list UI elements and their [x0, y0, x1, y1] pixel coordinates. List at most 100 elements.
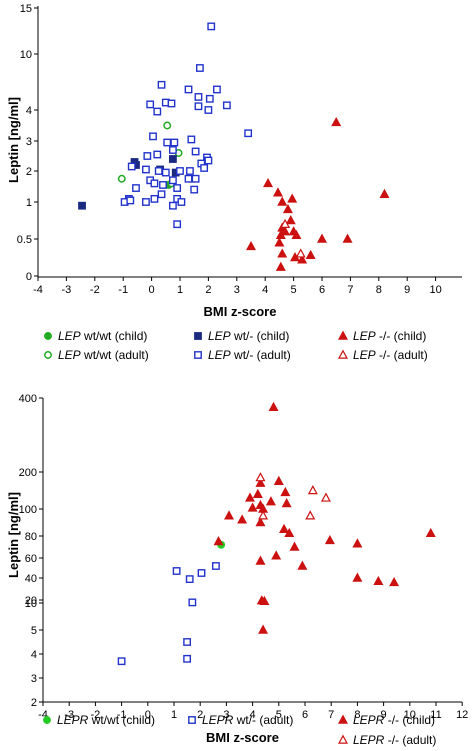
x-tick-label: -2	[91, 709, 101, 721]
legend-label: LEP wt/wt (adult)	[58, 348, 149, 362]
data-point	[197, 569, 206, 577]
x-tick-label: 8	[354, 709, 360, 721]
data-point	[204, 156, 213, 165]
y-tick-label: 2	[31, 697, 37, 709]
data-point	[194, 102, 203, 111]
data-point	[255, 517, 266, 527]
legend-2: LEPR wt/wt (child) LEPR wt/- (adult) LEPR …	[43, 713, 436, 747]
legend-genotype: -/- (adult)	[384, 733, 436, 747]
y-tick-label: 60	[25, 553, 37, 565]
y-axis-label: Leptin [ng/ml]	[6, 492, 21, 578]
data-point	[184, 85, 193, 94]
data-point	[259, 595, 270, 605]
data-point	[213, 85, 221, 94]
y-tick-label: 0.5	[17, 234, 32, 246]
data-point	[185, 575, 194, 584]
legend-label: LEP wt/wt (child)	[58, 329, 147, 343]
x-tick-label: 4	[262, 284, 268, 296]
data-point	[205, 94, 214, 103]
data-point	[285, 215, 296, 225]
x-tick-label: 9	[404, 284, 410, 296]
data-point	[237, 514, 248, 524]
x-tick-label: -2	[90, 284, 100, 296]
legend-genotype: -/- (child)	[376, 329, 427, 343]
data-point	[207, 22, 216, 31]
y-tick-label: 4	[31, 649, 37, 661]
legend-genotype: wt/- (adult)	[233, 713, 293, 727]
series-lepr-2	[117, 562, 220, 666]
data-point	[275, 229, 286, 240]
data-point	[352, 572, 363, 582]
data-point	[176, 167, 184, 175]
legend-marker	[338, 349, 348, 359]
x-tick-label: 7	[328, 709, 334, 721]
data-point	[305, 249, 316, 260]
chart-panel-2: -4 -3 -2 -1 0 1 2 3 4 5 6 7 8 9 10 11 122345102040608010…	[6, 393, 468, 747]
data-point	[186, 167, 194, 175]
x-tick-label: 7	[347, 284, 353, 296]
data-point	[168, 201, 177, 210]
data-point	[194, 93, 203, 101]
data-point	[188, 598, 197, 607]
x-tick-label: 0	[145, 709, 151, 721]
data-point	[255, 472, 266, 482]
data-point	[143, 152, 152, 160]
data-point	[183, 638, 191, 646]
data-point	[287, 193, 298, 203]
y-tick-label: 1	[26, 197, 32, 209]
y-tick-label: 20	[25, 595, 37, 607]
legend-marker	[44, 351, 52, 359]
data-point	[258, 624, 269, 634]
data-point	[379, 188, 390, 198]
x-tick-label: 3	[234, 284, 240, 296]
data-point	[191, 147, 200, 156]
data-point	[280, 486, 291, 497]
data-point	[149, 132, 157, 141]
x-tick-label: 5	[276, 709, 282, 721]
legend-label: LEP wt/- (child)	[208, 329, 289, 343]
data-point	[117, 174, 126, 183]
legend-marker	[338, 330, 348, 340]
series-lepr-4	[255, 472, 331, 520]
data-point	[150, 194, 159, 203]
data-point	[127, 162, 136, 171]
legend-genotype: wt/wt (child)	[81, 329, 148, 343]
data-point	[247, 502, 258, 512]
data-point	[159, 181, 167, 189]
data-point	[163, 138, 172, 147]
data-point	[168, 155, 177, 163]
x-tick-label: -1	[118, 284, 128, 296]
data-point	[117, 657, 126, 666]
legend-gene: LEP	[208, 348, 231, 362]
data-point	[187, 135, 196, 144]
y-tick-label: 10	[20, 49, 32, 61]
legend-genotype: wt/- (adult)	[231, 348, 291, 362]
data-point	[279, 523, 290, 533]
legend-1: LEP wt/wt (child) LEP wt/- (child) LEP -/-…	[44, 329, 428, 362]
x-tick-label: 1	[177, 284, 183, 296]
data-point	[150, 179, 159, 188]
x-tick-label: -4	[38, 709, 48, 721]
x-tick-label: -3	[62, 284, 72, 296]
data-point	[184, 174, 193, 183]
legend-marker	[43, 716, 51, 724]
x-tick-label: 12	[456, 709, 468, 721]
y-tick-label: 5	[31, 625, 37, 637]
data-point	[307, 485, 318, 495]
legend-genotype: -/- (child)	[384, 713, 435, 727]
data-point	[177, 198, 186, 206]
data-point	[213, 536, 224, 546]
data-point	[255, 477, 266, 487]
data-point	[195, 64, 204, 72]
data-point	[142, 198, 150, 206]
data-point	[263, 177, 274, 188]
y-tick-label: 3	[31, 673, 37, 685]
legend-gene: LEPR	[353, 713, 385, 727]
legend-gene: LEPR	[353, 733, 385, 747]
y-tick-label: 0	[26, 271, 32, 283]
legend-marker	[338, 734, 348, 744]
data-point	[324, 534, 335, 545]
data-point	[255, 555, 266, 565]
data-point	[295, 248, 306, 258]
